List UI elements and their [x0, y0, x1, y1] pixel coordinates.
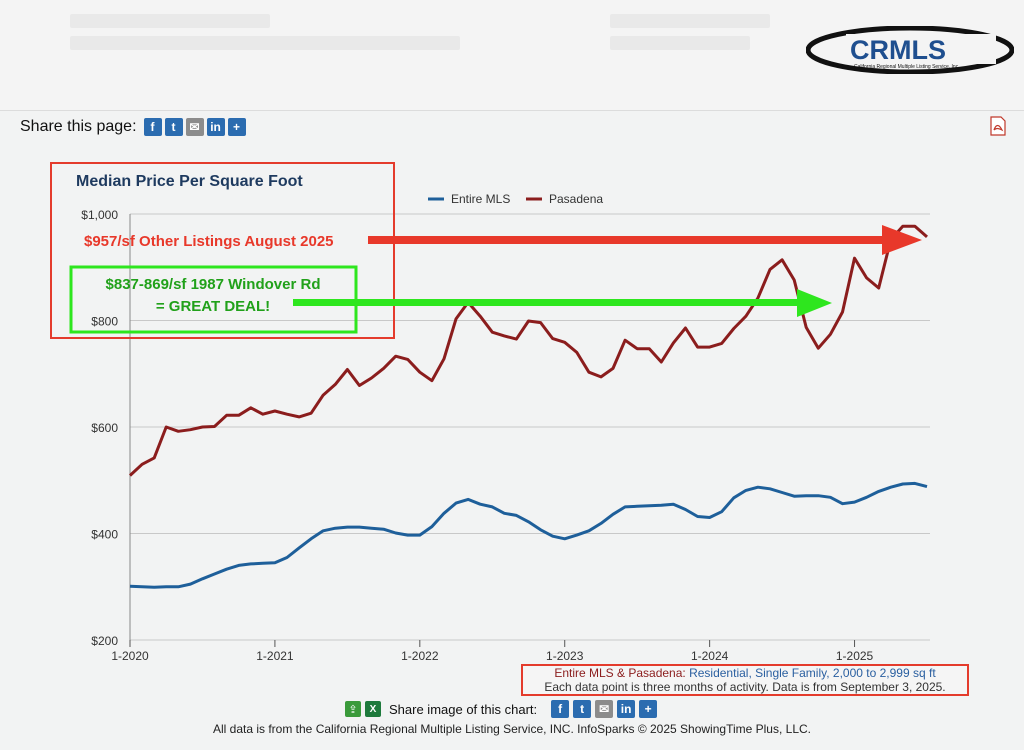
red-annotation: $957/sf Other Listings August 2025 — [84, 225, 922, 255]
green-annotation-line1: $837-869/sf 1987 Windover Rd — [106, 276, 321, 293]
red-annotation-text: $957/sf Other Listings August 2025 — [84, 233, 334, 250]
linkedin-icon[interactable]: in — [617, 700, 636, 718]
twitter-icon[interactable]: t — [164, 118, 183, 136]
green-arrow-head — [797, 289, 832, 317]
grid-lines — [129, 213, 930, 641]
plus-icon[interactable]: + — [227, 118, 246, 136]
green-annotation: $837-869/sf 1987 Windover Rd = GREAT DEA… — [69, 265, 832, 334]
y-tick-label: $800 — [91, 315, 118, 329]
facebook-icon[interactable]: f — [143, 118, 162, 136]
crmls-logo: CRMLS California Regional Multiple Listi… — [806, 26, 1014, 74]
x-tick-label: 1-2021 — [256, 649, 294, 663]
plus-icon[interactable]: + — [639, 700, 658, 718]
series-lines — [128, 224, 928, 589]
series-line-entire-mls — [129, 481, 928, 589]
info-criteria: Residential, Single Family, 2,000 to 2,9… — [689, 666, 936, 680]
email-icon[interactable]: ✉ — [185, 118, 204, 136]
y-tick-label: $400 — [91, 528, 118, 542]
email-icon[interactable]: ✉ — [595, 700, 614, 718]
legend-label-entire-mls: Entire MLS — [451, 192, 510, 206]
info-note: Each data point is three months of activ… — [544, 680, 946, 694]
legend-label-pasadena: Pasadena — [549, 192, 603, 206]
facebook-icon[interactable]: f — [551, 700, 570, 718]
x-tick-label: 1-2024 — [691, 649, 729, 663]
y-axis-ticks: $200 $400 $600 $800 $1,000 — [81, 208, 118, 648]
y-tick-label: $600 — [91, 421, 118, 435]
x-tick-label: 1-2022 — [401, 649, 439, 663]
footer-text: All data is from the California Regional… — [212, 722, 811, 736]
share-page-bar: Share this page: f t ✉ in + — [20, 116, 246, 138]
price-chart: $200$400$600$800$1,000 1-2020 1-2021 1-202… — [50, 162, 930, 663]
header-bar: CRMLS California Regional Multiple Listi… — [0, 0, 1024, 110]
series-line-pasadena — [128, 224, 928, 477]
x-tick-label: 1-2023 — [546, 649, 584, 663]
divider — [0, 110, 1024, 111]
linkedin-icon[interactable]: in — [206, 118, 225, 136]
blurred-header-text — [610, 36, 750, 50]
green-annotation-line2: = GREAT DEAL! — [156, 298, 270, 315]
excel-icon[interactable]: X — [365, 701, 381, 717]
logo-text: CRMLS — [850, 35, 946, 65]
pdf-icon[interactable] — [988, 116, 1008, 136]
red-arrow-shaft — [368, 236, 890, 244]
y-tick-label: $1,000 — [81, 208, 118, 222]
share-chart-label: Share image of this chart: — [389, 701, 538, 717]
blurred-header-text — [610, 14, 770, 28]
share-icon[interactable]: ⇪ — [345, 701, 361, 717]
x-tick-label: 1-2025 — [836, 649, 874, 663]
blurred-header-text — [70, 36, 460, 50]
x-axis-ticks: 1-2020 1-2021 1-2022 1-2023 1-2024 1-2025 — [111, 640, 874, 663]
info-box: Entire MLS & Pasadena: Residential, Sing… — [521, 664, 969, 696]
logo-subtext: California Regional Multiple Listing Ser… — [854, 64, 960, 70]
share-chart-bar: ⇪ X Share image of this chart: f t ✉ in … — [345, 699, 658, 719]
y-tick-label: $200 — [91, 634, 118, 648]
green-arrow-shaft — [293, 299, 803, 306]
title-annotation-box — [50, 162, 395, 339]
info-series-names: Entire MLS & Pasadena: — [554, 666, 686, 680]
share-page-label: Share this page: — [20, 118, 137, 135]
legend: Entire MLS Pasadena — [428, 192, 603, 206]
twitter-icon[interactable]: t — [573, 700, 592, 718]
x-tick-label: 1-2020 — [111, 649, 149, 663]
red-arrow-head — [882, 225, 922, 255]
chart-title: Median Price Per Square Foot — [76, 173, 303, 190]
blurred-header-text — [70, 14, 270, 28]
